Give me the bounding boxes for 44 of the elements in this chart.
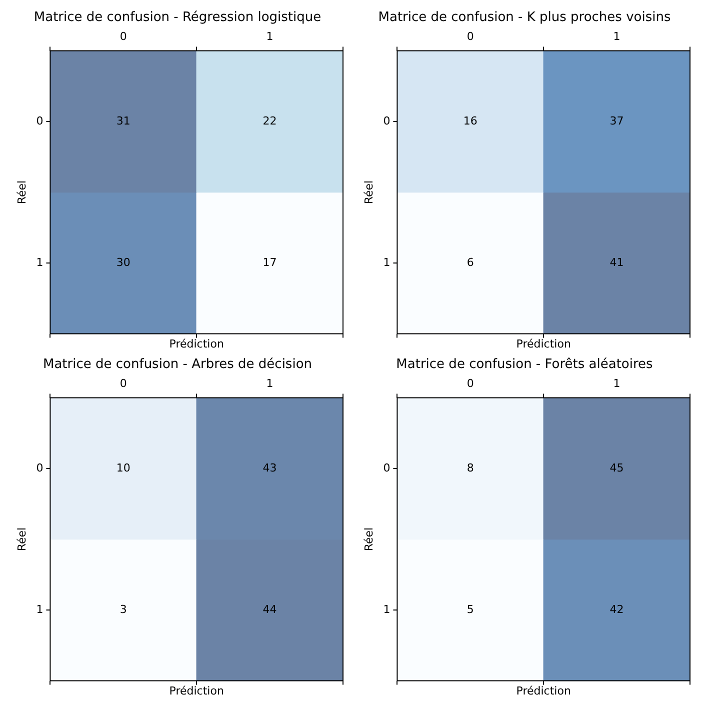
data-label: 10 [116,461,130,474]
x-tick-label: 0 [120,30,127,44]
x-tick-label: 0 [466,377,474,390]
data-label: 44 [262,602,277,616]
data-label: 5 [466,602,474,616]
x-tick-label: 1 [266,377,274,390]
x-axis-title: Prédiction [169,684,224,698]
data-label: 30 [116,256,130,269]
y-tick-label: 1 [383,256,390,269]
data-label: 37 [610,114,624,128]
y-tick-label: 0 [383,461,390,474]
chart-title: Matrice de confusion - Forêts aléatoires [396,357,654,372]
x-tick-label: 1 [613,377,620,390]
chart-title: Matrice de confusion - Régression logistique [34,10,322,26]
x-tick-label: 0 [120,377,127,390]
data-label: 43 [262,461,277,474]
chart-title: Matrice de confusion - K plus proches voisins [378,10,671,26]
y-tick-label: 0 [36,461,44,474]
y-tick-label: 1 [36,602,44,616]
chart-title: Matrice de confusion - Arbres de décision [42,357,312,372]
y-tick-label: 0 [36,114,44,128]
data-label: 31 [116,114,130,128]
data-label: 3 [120,602,127,616]
y-axis-title: Réel [362,527,376,552]
data-label: 6 [466,256,474,269]
x-tick-label: 1 [266,30,274,44]
y-tick-label: 1 [383,602,390,616]
data-label: 42 [610,602,624,616]
y-tick-label: 1 [36,256,44,269]
data-label: 45 [610,461,624,474]
data-label: 8 [466,461,474,474]
data-label: 17 [262,256,277,269]
x-axis-title: Prédiction [516,337,571,350]
y-axis-title: Réel [15,527,28,552]
x-axis-title: Prédiction [516,684,571,698]
data-label: 41 [610,256,624,269]
data-label: 22 [262,114,277,128]
y-axis-title: Réel [15,180,28,204]
x-tick-label: 0 [466,30,474,44]
x-tick-label: 1 [613,30,620,44]
y-axis-title: Réel [362,180,376,204]
y-tick-label: 0 [383,114,390,128]
x-axis-title: Prédiction [169,337,224,350]
data-label: 16 [463,114,478,128]
